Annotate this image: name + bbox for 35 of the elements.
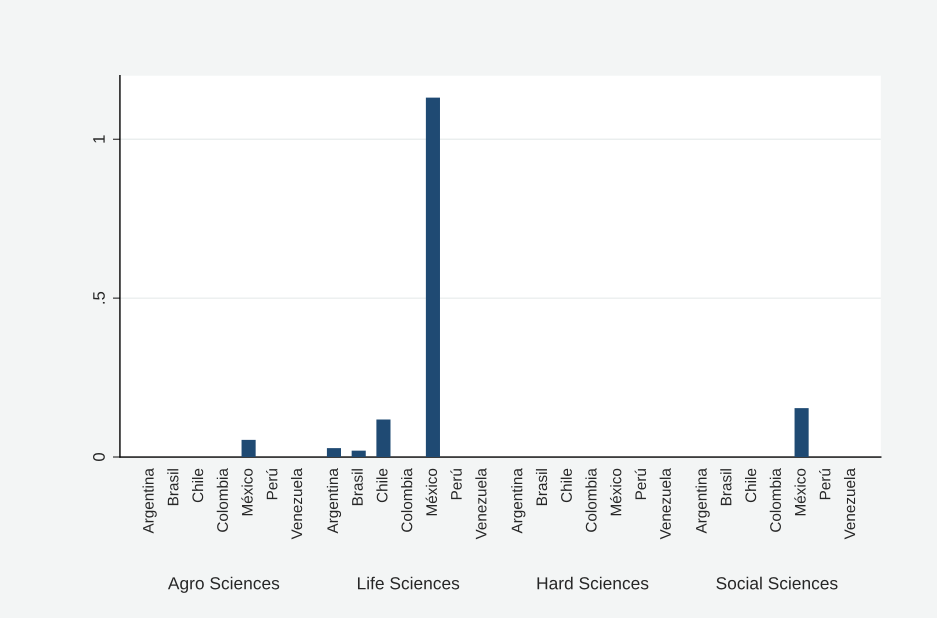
x-tick-label: Chile	[192, 468, 204, 502]
x-tick-label: Venezuela	[290, 468, 302, 540]
x-tick-label: Venezuela	[660, 468, 671, 540]
x-tick-label: Colombia	[585, 468, 597, 532]
x-tick-label: Argentina	[696, 468, 710, 534]
x-tick-label: México	[610, 468, 622, 516]
y-tick-label: 1	[93, 135, 105, 143]
x-tick-label: Chile	[560, 468, 572, 502]
x-tick-label: Colombia	[770, 468, 781, 532]
x-tick-label: Colombia	[216, 468, 228, 532]
x-tick-label: México	[426, 468, 438, 516]
text: Social Sciences	[716, 576, 838, 590]
x-tick-label: Perú	[634, 469, 646, 500]
x-tick-label: Chile	[376, 468, 388, 502]
x-tick-label: Brasil	[352, 469, 363, 506]
text: Hard Sciences	[538, 576, 648, 590]
x-tick-label: México	[794, 468, 806, 516]
y-tick-label: 0	[93, 453, 105, 461]
x-tick-label: Venezuela	[844, 468, 856, 540]
y-tick-label: .5	[93, 292, 105, 304]
x-tick-label: Chile	[744, 468, 756, 502]
x-tick-label: Argentina	[511, 468, 526, 534]
x-tick-label: Perú	[450, 469, 462, 500]
x-tick-label: México	[241, 468, 253, 516]
x-tick-label: Brasil	[167, 469, 178, 506]
x-tick-label: Perú	[819, 469, 830, 500]
text: Agro Sciences	[168, 576, 280, 593]
x-tick-label: Brasil	[536, 469, 548, 506]
x-tick-label: Brasil	[720, 469, 732, 506]
x-tick-label: Argentina	[326, 468, 342, 534]
text: Life Sciences	[358, 576, 460, 590]
x-tick-label: Venezuela	[475, 468, 487, 540]
x-tick-label: Colombia	[401, 468, 412, 532]
x-tick-label: Argentina	[142, 468, 157, 534]
x-tick-label: Perú	[266, 469, 278, 500]
